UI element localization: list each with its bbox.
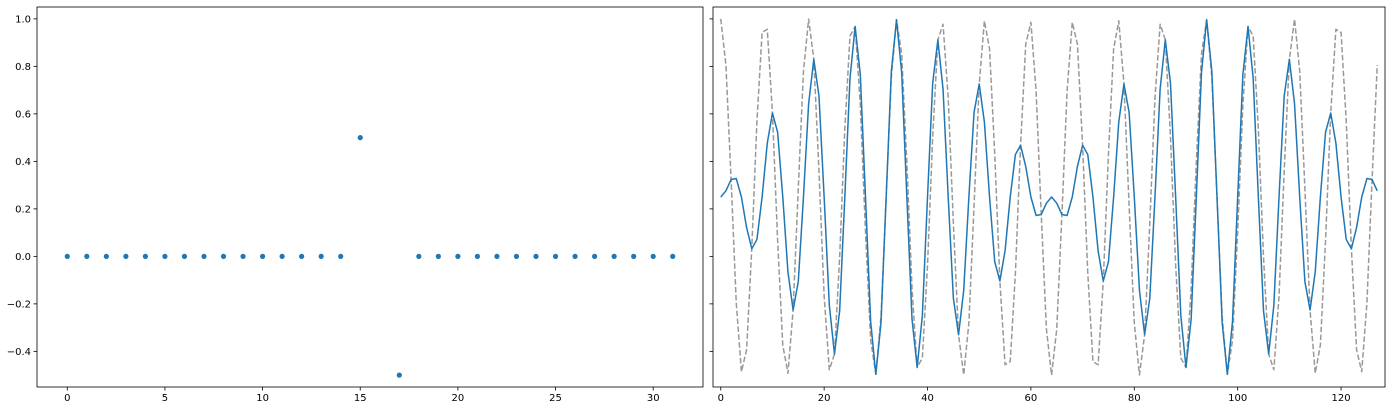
x-tick-label: 20 — [818, 393, 831, 404]
x-tick-label: 15 — [354, 393, 367, 404]
scatter-point — [474, 253, 481, 259]
scatter-point — [84, 253, 90, 259]
scatter-point — [631, 253, 637, 259]
scatter-point — [513, 253, 520, 259]
scatter-point — [299, 253, 305, 259]
x-tick-label: 40 — [921, 393, 934, 404]
scatter-point — [650, 253, 656, 259]
x-tick-label: 60 — [1025, 393, 1038, 404]
scatter-point — [396, 372, 402, 378]
y-tick-label: 0.2 — [15, 204, 31, 215]
scatter-point — [572, 253, 578, 259]
chart-left-scatter: 0 5 10 15 20 25 30 −0.4 −0.2 0.0 0.2 0.4 0.6 0.8 1.0 — [7, 6, 704, 404]
x-tick-label: 100 — [1228, 393, 1247, 404]
scatter-point — [201, 253, 207, 259]
scatter-point — [220, 253, 227, 259]
scatter-point — [533, 253, 539, 259]
y-tick-label: 0.8 — [15, 62, 31, 73]
x-tick-label: 5 — [162, 393, 168, 404]
chart-right-line: 0 20 40 60 80 100 120 — [709, 6, 1386, 404]
scatter-point — [611, 253, 617, 259]
x-tick-label: 120 — [1332, 393, 1351, 404]
axes-frame — [712, 6, 1386, 388]
scatter-point — [64, 253, 70, 259]
scatter-point — [103, 253, 109, 259]
scatter-point — [279, 253, 285, 259]
scatter-point — [494, 253, 500, 259]
x-tick-label: 25 — [549, 393, 562, 404]
scatter-point — [162, 253, 168, 259]
scatter-point — [181, 253, 188, 259]
scatter-point — [259, 253, 266, 259]
scatter-point — [240, 253, 246, 259]
y-tick-label: 0.0 — [15, 252, 31, 263]
scatter-point — [435, 253, 441, 259]
x-tick-label: 20 — [452, 393, 465, 404]
x-tick-label: 30 — [647, 393, 660, 404]
axes-frame — [36, 6, 704, 388]
x-tick-label: 0 — [718, 393, 724, 404]
y-tick-label: 1.0 — [15, 14, 31, 25]
y-tick-label: 0.4 — [15, 157, 31, 168]
scatter-point — [338, 253, 344, 259]
y-tick-label: −0.2 — [7, 299, 31, 310]
scatter-point — [416, 253, 422, 259]
scatter-point — [592, 253, 598, 259]
y-tick-label: −0.4 — [7, 347, 31, 358]
scatter-point — [455, 253, 461, 259]
series-line-dashed — [720, 18, 1378, 376]
scatter-point — [357, 135, 363, 141]
scatter-point — [670, 253, 676, 259]
scatter-point — [123, 253, 129, 259]
x-tick-label: 0 — [64, 393, 70, 404]
series-line-solid — [720, 18, 1378, 376]
scatter-point — [142, 253, 148, 259]
y-tick-label: 0.6 — [15, 109, 31, 120]
scatter-point — [318, 253, 324, 259]
x-tick-label: 10 — [256, 393, 269, 404]
x-tick-label: 80 — [1128, 393, 1141, 404]
scatter-point — [552, 253, 559, 259]
